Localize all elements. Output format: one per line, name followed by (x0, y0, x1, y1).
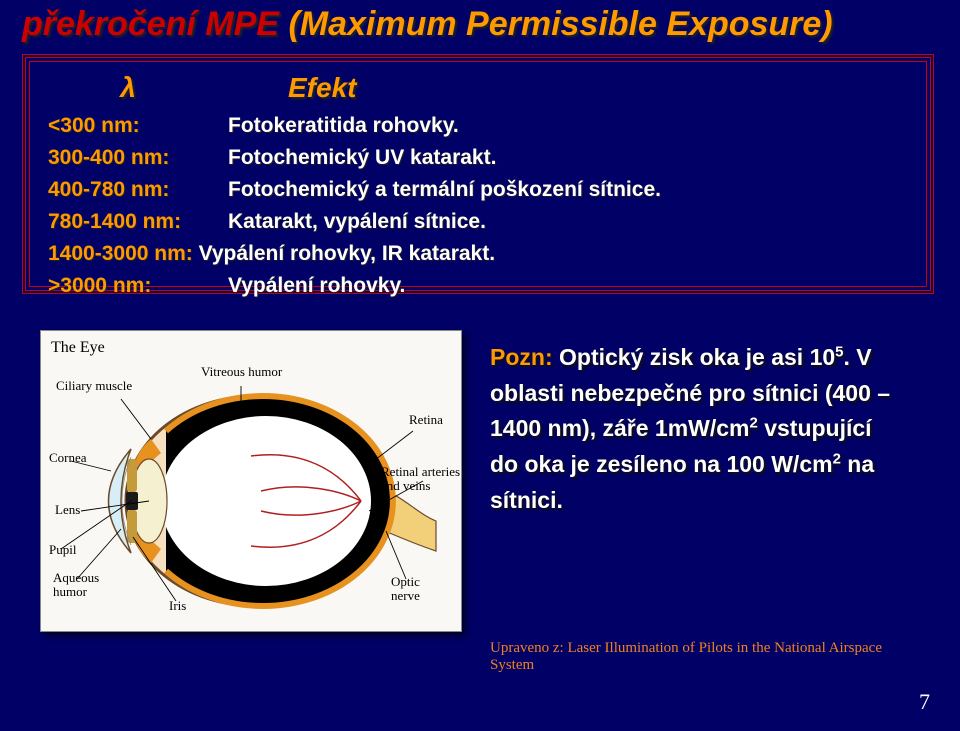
label-vitreous: Vitreous humor (201, 365, 282, 379)
note-l4a: do oka je zesíleno na 100 W/cm (490, 451, 833, 477)
wavelength: 400-780 nm: (48, 178, 228, 202)
note-l2: oblasti nebezpečné pro sítnici (400 – (490, 380, 890, 406)
table-row: <300 nm:Fotokeratitida rohovky. (48, 114, 908, 138)
note-l1b: . V (843, 344, 871, 370)
effect-text: Katarakt, vypálení sítnice. (228, 210, 908, 234)
label-ciliary: Ciliary muscle (56, 379, 132, 393)
effect-text: Vypálení rohovky. (228, 274, 908, 298)
label-optic: Optic nerve (391, 575, 420, 604)
header-effect: Efekt (288, 72, 356, 104)
label-cornea: Cornea (49, 451, 87, 465)
effect-text: Vypálení rohovky, IR katarakt. (193, 242, 495, 265)
title-red: překročení MPE (22, 5, 279, 43)
table-row: >3000 nm:Vypálení rohovky. (48, 274, 908, 298)
slide-title: překročení MPE (Maximum Permissible Expo… (22, 5, 833, 44)
wavelength: 780-1400 nm: (48, 210, 228, 234)
effect-text: Fotochemický a termální poškození sítnic… (228, 178, 908, 202)
note-l3a: 1400 nm), záře 1mW/cm (490, 415, 750, 441)
label-retina: Retina (409, 413, 443, 427)
note-l4b: na (841, 451, 874, 477)
wavelength: <300 nm: (48, 114, 228, 138)
table-row: 1400-3000 nm: Vypálení rohovky, IR katar… (48, 242, 908, 266)
note-l5: sítnici. (490, 487, 563, 513)
label-iris: Iris (169, 599, 186, 613)
wavelength: >3000 nm: (48, 274, 228, 298)
note-l4-exp: 2 (833, 450, 841, 467)
wavelength: 1400-3000 nm: (48, 242, 193, 265)
eye-figure-title: The Eye (51, 339, 105, 357)
table-header-row: λ Efekt (48, 72, 908, 104)
wavelength: 300-400 nm: (48, 146, 228, 170)
note-l3-exp: 2 (750, 415, 758, 432)
label-retinal-av: Retinal arteries and veins (381, 465, 460, 494)
slide: překročení MPE (Maximum Permissible Expo… (0, 0, 960, 731)
effect-text: Fotokeratitida rohovky. (228, 114, 908, 138)
table-row: 400-780 nm:Fotochemický a termální poško… (48, 178, 908, 202)
header-lambda: λ (48, 72, 208, 104)
label-lens: Lens (55, 503, 80, 517)
eye-figure: The Eye (40, 330, 462, 632)
page-number: 7 (919, 689, 930, 715)
note-l3b: vstupující (758, 415, 872, 441)
credit-line: Upraveno z: Laser Illumination of Pilots… (490, 640, 920, 674)
table-row: 300-400 nm:Fotochemický UV katarakt. (48, 146, 908, 170)
label-aqueous: Aqueous humor (53, 571, 99, 600)
label-pupil: Pupil (49, 543, 76, 557)
table-row: 780-1400 nm:Katarakt, vypálení sítnice. (48, 210, 908, 234)
note-l1a: Optický zisk oka je asi 10 (559, 344, 835, 370)
effects-table: λ Efekt <300 nm:Fotokeratitida rohovky.3… (22, 54, 934, 294)
note-text: Pozn: Optický zisk oka je asi 105. V obl… (490, 340, 940, 518)
note-pozn-label: Pozn: (490, 344, 553, 370)
effect-text: Fotochemický UV katarakt. (228, 146, 908, 170)
title-orange: (Maximum Permissible Exposure) (288, 5, 832, 43)
